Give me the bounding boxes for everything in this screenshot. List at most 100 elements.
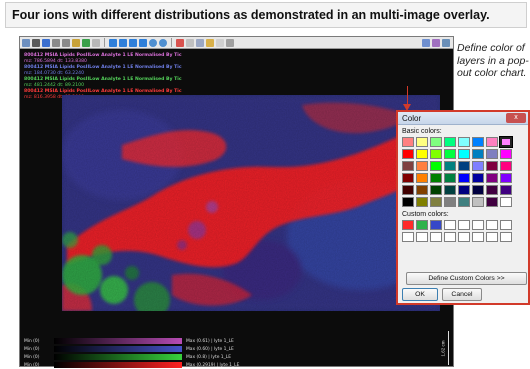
rotate-ccw-icon[interactable]: [159, 38, 167, 47]
custom-color-swatch[interactable]: [416, 220, 428, 230]
custom-color-swatch[interactable]: [472, 220, 484, 230]
custom-color-swatch[interactable]: [416, 232, 428, 242]
export-icon[interactable]: [226, 38, 234, 47]
basic-color-swatch[interactable]: [402, 185, 414, 195]
ruler-icon[interactable]: [176, 38, 184, 47]
custom-color-swatch[interactable]: [444, 220, 456, 230]
custom-color-swatch[interactable]: [402, 220, 414, 230]
basic-color-swatch[interactable]: [444, 197, 456, 207]
basic-color-swatch[interactable]: [444, 185, 456, 195]
custom-color-swatch[interactable]: [500, 232, 512, 242]
eraser-icon[interactable]: [216, 38, 224, 47]
basic-color-swatch[interactable]: [416, 149, 428, 159]
cancel-button[interactable]: Cancel: [442, 288, 482, 301]
basic-color-swatch[interactable]: [458, 137, 470, 147]
basic-color-swatch[interactable]: [416, 185, 428, 195]
arrow-down-icon[interactable]: [139, 38, 147, 47]
zoom-in-icon[interactable]: [52, 38, 60, 47]
basic-color-swatch[interactable]: [430, 161, 442, 171]
rotate-cw-icon[interactable]: [149, 38, 157, 47]
zoom-out-icon[interactable]: [62, 38, 70, 47]
pointer-icon[interactable]: [42, 38, 50, 47]
basic-color-swatch[interactable]: [486, 149, 498, 159]
custom-color-swatch[interactable]: [430, 220, 442, 230]
basic-color-swatch[interactable]: [500, 185, 512, 195]
arrow-left-icon[interactable]: [109, 38, 117, 47]
close-icon[interactable]: x: [506, 113, 526, 123]
basic-color-swatch[interactable]: [472, 161, 484, 171]
custom-color-swatch[interactable]: [444, 232, 456, 242]
window-icon[interactable]: [442, 38, 450, 47]
basic-color-swatch[interactable]: [472, 137, 484, 147]
basic-color-swatch[interactable]: [472, 173, 484, 183]
basic-color-swatch[interactable]: [500, 197, 512, 207]
freehand-icon[interactable]: [196, 38, 204, 47]
basic-color-swatch[interactable]: [458, 149, 470, 159]
settings-icon[interactable]: [432, 38, 440, 47]
basic-color-swatch[interactable]: [430, 185, 442, 195]
custom-color-swatch[interactable]: [458, 220, 470, 230]
basic-color-swatch[interactable]: [402, 197, 414, 207]
layers-icon[interactable]: [422, 38, 430, 47]
basic-color-swatch[interactable]: [458, 161, 470, 171]
arrow-up-icon[interactable]: [129, 38, 137, 47]
basic-color-swatch[interactable]: [402, 161, 414, 171]
ion-label-1: 800412 MSIA Lipids PosIILow Analyte 1 LE…: [24, 53, 182, 58]
color-dialog: Color x Basic colors: Custom colors: Def…: [396, 110, 530, 305]
custom-color-swatch[interactable]: [458, 232, 470, 242]
basic-color-swatch[interactable]: [444, 173, 456, 183]
basic-color-swatch[interactable]: [430, 197, 442, 207]
custom-color-swatch[interactable]: [472, 232, 484, 242]
colorbar-gradient-2: [54, 346, 182, 352]
basic-color-swatch[interactable]: [430, 173, 442, 183]
toolbar-separator: [171, 38, 172, 47]
hand-icon[interactable]: [32, 38, 40, 47]
basic-color-swatch[interactable]: [500, 173, 512, 183]
basic-color-swatch[interactable]: [486, 197, 498, 207]
custom-color-swatch[interactable]: [500, 220, 512, 230]
colorbar-row-4: Min (0) Max (0.2919) | lyte 1_LE: [24, 361, 334, 369]
define-custom-colors-button[interactable]: Define Custom Colors >>: [406, 272, 527, 285]
ion-label-3: 800412 MSIA Lipids PosIILow Analyte 1 LE…: [24, 77, 182, 82]
basic-color-swatch[interactable]: [486, 185, 498, 195]
basic-color-swatch[interactable]: [486, 137, 498, 147]
custom-color-swatch[interactable]: [402, 232, 414, 242]
ok-button[interactable]: OK: [402, 288, 438, 301]
basic-color-swatch[interactable]: [402, 137, 414, 147]
custom-color-swatch[interactable]: [430, 232, 442, 242]
intensity-colorbars: Min (0) Max (0.61) | lyte 1_LE Min (0) M…: [24, 337, 334, 369]
basic-color-swatch[interactable]: [500, 149, 512, 159]
grid-icon[interactable]: [92, 38, 100, 47]
basic-color-swatch[interactable]: [458, 185, 470, 195]
basic-color-swatch[interactable]: [444, 149, 456, 159]
basic-color-swatch[interactable]: [416, 197, 428, 207]
ion-label-2: 800412 MSIA Lipids PosIILow Analyte 1 LE…: [24, 65, 182, 70]
histogram-icon[interactable]: [82, 38, 90, 47]
basic-color-swatch[interactable]: [486, 161, 498, 171]
basic-color-swatch[interactable]: [430, 149, 442, 159]
custom-color-swatch[interactable]: [486, 232, 498, 242]
select-icon[interactable]: [22, 38, 30, 47]
home-icon[interactable]: [72, 38, 80, 47]
basic-color-swatch[interactable]: [472, 149, 484, 159]
basic-color-swatch[interactable]: [444, 161, 456, 171]
basic-color-swatch[interactable]: [458, 173, 470, 183]
basic-color-swatch[interactable]: [499, 136, 513, 148]
basic-color-swatch[interactable]: [444, 137, 456, 147]
line-icon[interactable]: [186, 38, 194, 47]
basic-color-swatch[interactable]: [472, 185, 484, 195]
basic-color-swatch[interactable]: [416, 161, 428, 171]
basic-color-swatch[interactable]: [416, 173, 428, 183]
brush-icon[interactable]: [206, 38, 214, 47]
basic-color-swatch[interactable]: [416, 137, 428, 147]
basic-color-swatch[interactable]: [500, 161, 512, 171]
basic-color-swatch[interactable]: [402, 149, 414, 159]
basic-color-swatch[interactable]: [458, 197, 470, 207]
basic-color-swatch[interactable]: [486, 173, 498, 183]
basic-color-swatch[interactable]: [430, 137, 442, 147]
arrow-right-icon[interactable]: [119, 38, 127, 47]
custom-color-swatch[interactable]: [486, 220, 498, 230]
ion-overlay-image[interactable]: [62, 95, 440, 311]
basic-color-swatch[interactable]: [472, 197, 484, 207]
basic-color-swatch[interactable]: [402, 173, 414, 183]
